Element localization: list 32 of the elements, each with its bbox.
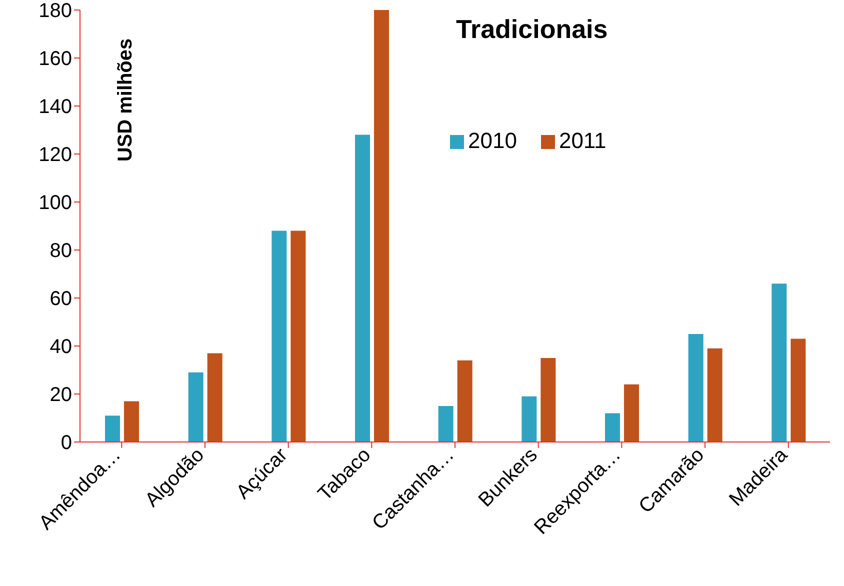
- y-tick-label: 160: [38, 48, 72, 70]
- bar: [355, 134, 370, 442]
- chart-title: Tradicionais: [456, 14, 608, 45]
- bar: [188, 372, 204, 442]
- bar: [105, 416, 120, 442]
- y-tick-label: 20: [50, 384, 72, 406]
- y-axis-title: USD milhões: [114, 38, 138, 162]
- y-tick-label: 180: [38, 0, 72, 22]
- bar: [540, 358, 556, 442]
- bar: [707, 348, 722, 442]
- bar: [438, 406, 454, 442]
- y-tick-label: 0: [60, 432, 72, 454]
- legend-label: 2011: [558, 128, 606, 153]
- bar: [457, 360, 472, 442]
- bar: [772, 284, 787, 442]
- y-tick-label: 140: [38, 96, 72, 118]
- bar: [790, 338, 806, 442]
- legend-label: 2010: [468, 128, 517, 153]
- y-tick-label: 60: [50, 288, 72, 310]
- bar: [624, 384, 639, 442]
- bar: [272, 230, 287, 442]
- y-tick-label: 80: [50, 240, 72, 262]
- y-tick-label: 100: [38, 192, 72, 214]
- bar: [688, 334, 704, 442]
- bar: [207, 353, 222, 442]
- bar: [124, 401, 139, 442]
- bar: [374, 10, 389, 442]
- y-tick-label: 40: [50, 336, 72, 358]
- bar: [605, 413, 620, 442]
- y-tick-label: 120: [38, 144, 72, 166]
- bar: [290, 230, 306, 442]
- bar: [522, 396, 537, 442]
